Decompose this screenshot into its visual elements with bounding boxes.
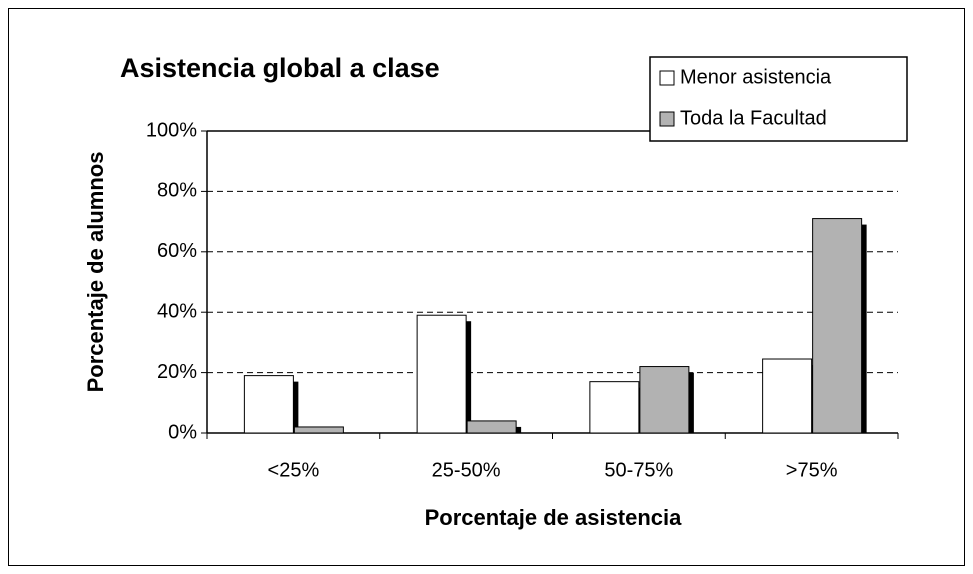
x-axis-label: Porcentaje de asistencia xyxy=(425,505,683,530)
bar xyxy=(243,375,294,434)
y-tick-label: 80% xyxy=(157,180,197,202)
bar-shadow xyxy=(293,381,299,433)
y-axis-label: Porcentaje de alumnos xyxy=(83,152,108,393)
y-tick-label: 20% xyxy=(157,361,197,383)
y-tick-label: 60% xyxy=(157,240,197,262)
bar-shadow xyxy=(466,321,472,433)
bar-shadow xyxy=(688,372,694,433)
bar-shadow xyxy=(861,224,867,433)
x-tick-label: 50-75% xyxy=(604,459,673,481)
bar xyxy=(762,358,813,434)
x-tick-label: 25-50% xyxy=(432,459,501,481)
legend-swatch xyxy=(659,70,675,86)
bar-shadow xyxy=(516,426,522,433)
y-tick-label: 40% xyxy=(157,300,197,322)
x-tick-label: <25% xyxy=(268,459,320,481)
bar xyxy=(639,366,690,434)
legend-label: Toda la Facultad xyxy=(680,107,827,129)
legend-label: Menor asistencia xyxy=(680,66,832,88)
bar xyxy=(812,218,863,434)
bar xyxy=(589,381,640,434)
bar xyxy=(466,420,517,434)
y-tick-label: 100% xyxy=(146,119,197,141)
y-tick-label: 0% xyxy=(168,421,197,443)
chart-title: Asistencia global a clase xyxy=(120,53,440,83)
x-tick-label: >75% xyxy=(786,459,838,481)
legend-box xyxy=(649,56,908,142)
bar xyxy=(293,426,344,434)
bar xyxy=(416,314,467,434)
legend-swatch xyxy=(659,111,675,127)
